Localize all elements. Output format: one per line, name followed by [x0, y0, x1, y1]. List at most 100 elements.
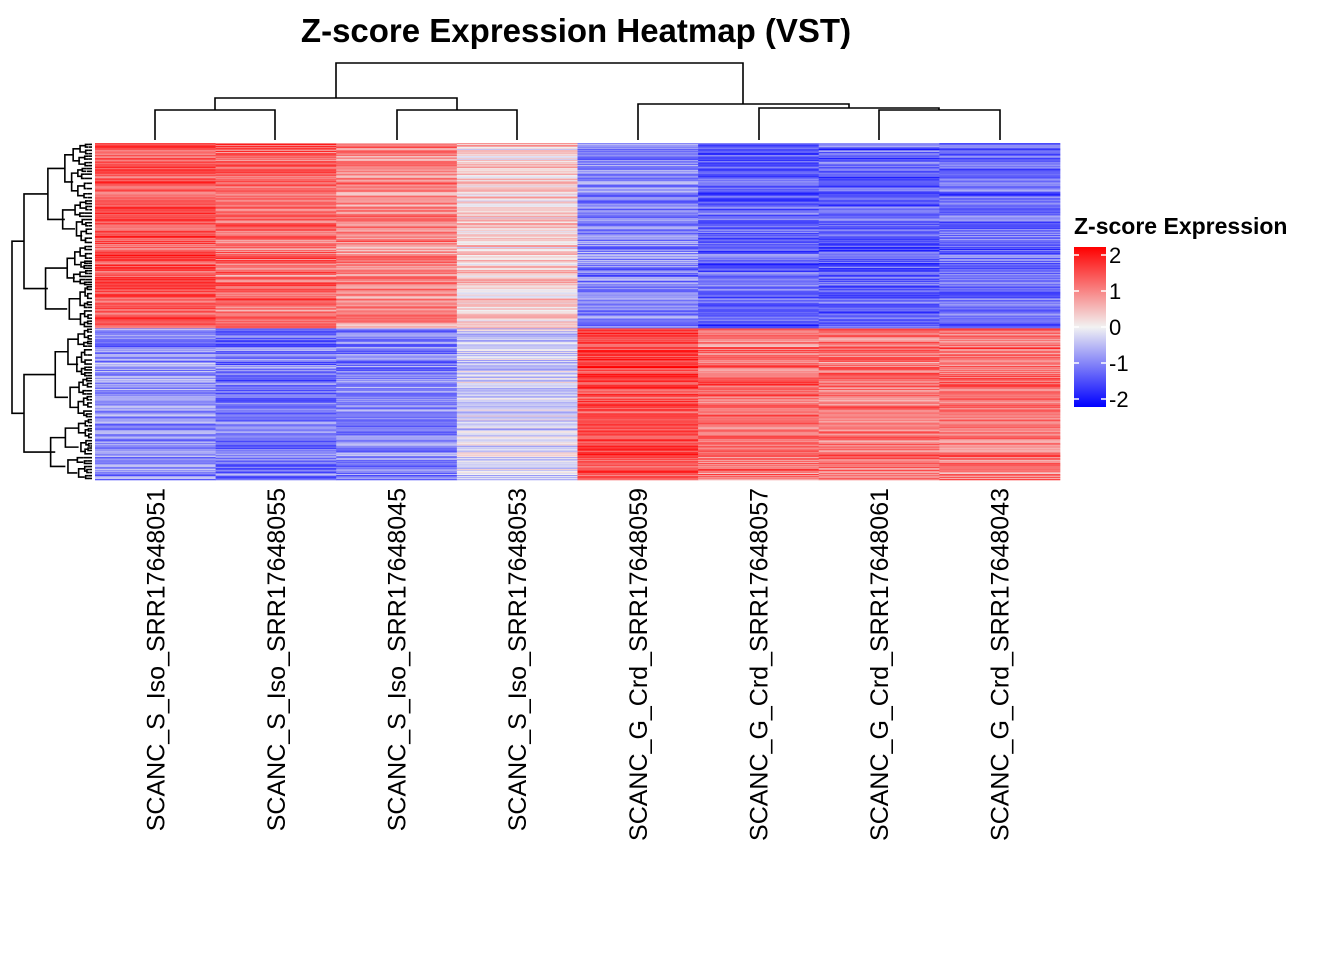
heatmap-cell — [698, 163, 820, 166]
heatmap-cell — [336, 421, 458, 423]
heatmap-cell — [939, 340, 1061, 342]
heatmap-cell — [456, 332, 578, 334]
heatmap-cell — [939, 144, 1061, 147]
column-label: SCANC_G_Crd_SRR17648061 — [866, 488, 894, 841]
heatmap-cell — [698, 364, 820, 366]
heatmap-cell — [939, 175, 1061, 177]
heatmap-cell — [698, 205, 820, 207]
heatmap-cell — [215, 208, 337, 210]
heatmap-cell — [698, 346, 820, 348]
heatmap-cell — [939, 474, 1061, 476]
heatmap-cell — [577, 462, 699, 464]
heatmap-cell — [698, 340, 820, 342]
heatmap-cell — [215, 163, 337, 166]
heatmap-cell — [95, 446, 216, 448]
heatmap-cell — [577, 468, 699, 470]
heatmap-cell — [939, 374, 1061, 377]
heatmap-cell — [698, 388, 820, 391]
heatmap-cell — [818, 300, 940, 302]
heatmap-cell — [456, 405, 578, 407]
heatmap-cell — [215, 421, 337, 423]
heatmap-cell — [577, 226, 699, 228]
heatmap-cell — [577, 204, 699, 206]
heatmap-cell — [939, 437, 1061, 439]
heatmap-cell — [215, 469, 337, 471]
heatmap-cell — [698, 407, 820, 409]
heatmap-cell — [456, 161, 578, 164]
heatmap-cell — [456, 285, 578, 288]
heatmap-cell — [336, 412, 458, 414]
heatmap-cell — [577, 478, 699, 480]
heatmap-cell — [939, 366, 1061, 368]
heatmap-cell — [939, 321, 1061, 323]
legend-tick-label: 1 — [1109, 279, 1121, 304]
heatmap-cell — [818, 328, 940, 330]
heatmap-cell — [818, 333, 940, 335]
heatmap-cell — [698, 313, 820, 315]
heatmap-cell — [939, 257, 1061, 260]
column-labels: SCANC_S_Iso_SRR17648051 SCANC_S_Iso_SRR17… — [142, 488, 1014, 841]
row-dendro-branch — [54, 350, 68, 399]
heatmap-cell — [336, 365, 458, 367]
heatmap-cell — [698, 413, 820, 415]
heatmap-cell — [577, 143, 699, 146]
heatmap-cell — [939, 372, 1061, 375]
heatmap-cell — [336, 386, 458, 389]
heatmap-cell — [939, 195, 1061, 197]
heatmap-cell — [336, 387, 458, 390]
heatmap-cell — [215, 395, 337, 398]
heatmap-cell — [215, 255, 337, 257]
heatmap-cell — [818, 359, 940, 361]
heatmap-cell — [456, 277, 578, 280]
heatmap-cell — [577, 202, 699, 204]
heatmap-cell — [215, 144, 337, 147]
heatmap-cell — [939, 219, 1061, 221]
heatmap-cell — [818, 331, 940, 333]
heatmap-cell — [215, 412, 337, 414]
heatmap-cell — [215, 465, 337, 467]
heatmap-cell — [95, 402, 216, 404]
heatmap-cell — [698, 242, 820, 244]
heatmap-cell — [818, 151, 940, 154]
heatmap-cell — [939, 458, 1061, 460]
heatmap-cell — [818, 314, 940, 316]
heatmap-cell — [215, 368, 337, 371]
heatmap-cell — [456, 281, 578, 284]
heatmap-cell — [95, 406, 216, 408]
heatmap-cell — [577, 274, 699, 277]
heatmap-cell — [939, 320, 1061, 322]
heatmap-cell — [577, 216, 699, 218]
heatmap-cell — [939, 402, 1061, 404]
heatmap-cell — [95, 456, 216, 458]
heatmap-cell — [215, 219, 337, 221]
heatmap-cell — [939, 210, 1061, 212]
heatmap-cell — [95, 429, 216, 431]
heatmap-cell — [215, 175, 337, 177]
heatmap-cell — [939, 215, 1061, 217]
heatmap-cell — [939, 315, 1061, 317]
heatmap-cell — [95, 381, 216, 384]
heatmap-cell — [577, 308, 699, 310]
heatmap-cell — [818, 330, 940, 332]
heatmap-cell — [215, 146, 337, 149]
heatmap-cell — [939, 286, 1061, 289]
heatmap-cell — [577, 455, 699, 457]
heatmap-cell — [336, 267, 458, 270]
heatmap-cell — [939, 358, 1061, 360]
heatmap-cell — [939, 166, 1061, 169]
heatmap-cell — [215, 356, 337, 358]
heatmap-cell — [95, 341, 216, 343]
heatmap-cell — [577, 400, 699, 402]
heatmap-cell — [818, 147, 940, 150]
heatmap-cell — [818, 220, 940, 222]
heatmap-cell — [336, 221, 458, 223]
heatmap-cell — [336, 411, 458, 413]
heatmap-cell — [577, 258, 699, 261]
heatmap-cell — [95, 329, 216, 331]
heatmap-cell — [456, 246, 578, 248]
heatmap-cell — [818, 363, 940, 365]
heatmap-cell — [577, 379, 699, 382]
heatmap-cell — [698, 212, 820, 214]
heatmap-cell — [939, 284, 1061, 287]
heatmap-cell — [577, 351, 699, 353]
